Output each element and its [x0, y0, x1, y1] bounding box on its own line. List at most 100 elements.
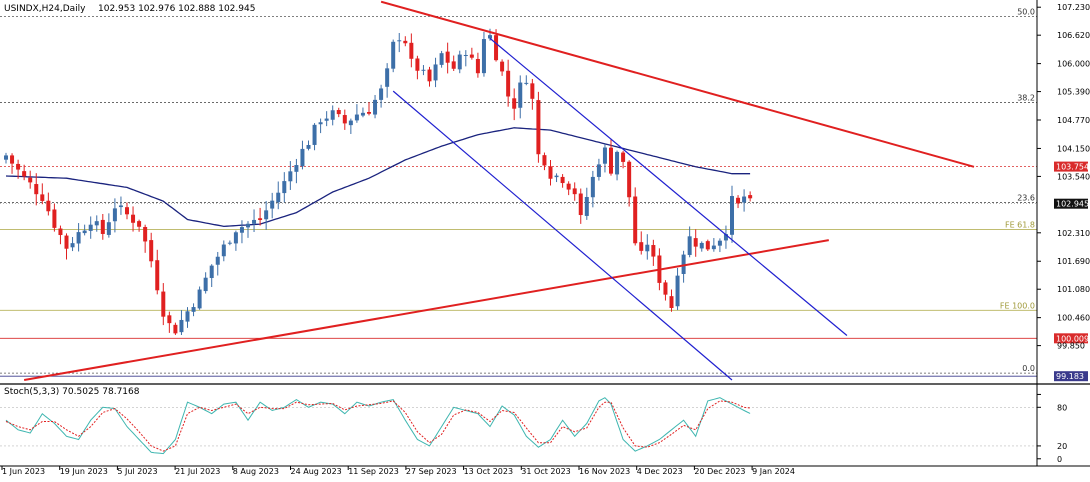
time-tick-label: 11 Sep 2023	[348, 467, 399, 476]
candle-body	[663, 282, 668, 295]
candle-body	[385, 68, 390, 87]
candle-body	[590, 176, 595, 198]
candle-body	[457, 54, 462, 70]
candle-body	[306, 144, 311, 149]
candle-body	[197, 289, 202, 309]
price-tick-label: 106.000	[1057, 60, 1090, 69]
candle-body	[318, 122, 323, 125]
price-tick-label: 102.310	[1057, 229, 1090, 238]
candle-body	[397, 40, 402, 42]
candle-body	[282, 181, 287, 194]
candle-body	[58, 228, 63, 236]
candle-body	[360, 112, 365, 116]
candle-body	[705, 241, 710, 250]
candle-body	[137, 221, 142, 227]
candle-body	[149, 240, 154, 262]
time-tick-label: 20 Dec 2023	[694, 467, 745, 476]
level-label: 50.0	[1017, 7, 1035, 16]
candle-body	[16, 163, 21, 170]
candle-body	[730, 196, 734, 235]
candle-body	[693, 238, 698, 247]
candle-body	[542, 155, 547, 166]
candle-body	[699, 242, 704, 249]
stoch-signal-line	[5, 400, 751, 452]
candle-body	[112, 208, 117, 222]
candle-body	[687, 236, 692, 255]
candle-body	[494, 35, 499, 61]
candle-body	[518, 82, 523, 108]
candle-body	[209, 265, 214, 279]
candle-body	[10, 155, 15, 164]
candle-body	[221, 244, 226, 257]
candle-body	[633, 196, 638, 244]
price-tick-label: 100.460	[1057, 314, 1090, 323]
candle-body	[433, 64, 438, 81]
candle-body	[294, 165, 299, 172]
candle-body	[506, 70, 511, 97]
candle-body	[258, 218, 263, 220]
candle-body	[615, 151, 620, 175]
candle-body	[488, 35, 492, 39]
time-tick-label: 8 Aug 2023	[233, 467, 279, 476]
candle-body	[391, 41, 396, 69]
candle-body	[475, 58, 480, 74]
time-tick-label: 31 Oct 2023	[521, 467, 570, 476]
price-tick-label: 107.230	[1057, 3, 1090, 12]
candle-body	[596, 164, 601, 177]
time-tick-label: 21 Jul 2023	[175, 467, 220, 476]
trendline	[489, 37, 848, 336]
time-tick-label: 1 Jun 2023	[2, 467, 45, 476]
candle-body	[445, 51, 450, 63]
candle-body	[639, 242, 644, 251]
candle-body	[64, 235, 69, 249]
candle-body	[415, 58, 420, 71]
candle-body	[736, 197, 741, 204]
level-price-tag-label: 103.754	[1056, 163, 1089, 172]
candle-body	[330, 110, 335, 120]
candle-body	[118, 205, 123, 208]
candle-body	[300, 148, 305, 167]
candle-body	[421, 69, 426, 71]
candle-body	[584, 196, 589, 216]
candle-body	[131, 214, 136, 223]
price-tick-label: 101.080	[1057, 285, 1090, 294]
level-price-tag	[1054, 161, 1088, 172]
trendline	[380, 0, 975, 168]
stoch-tick-label: 80	[1057, 403, 1067, 412]
trendline	[23, 239, 829, 381]
candle-body	[52, 209, 57, 228]
candle-body	[609, 147, 613, 174]
price-tick-label: 103.540	[1057, 172, 1090, 181]
candle-body	[439, 53, 444, 65]
time-tick-label: 5 Jul 2023	[117, 467, 157, 476]
candle-body	[203, 277, 208, 292]
time-tick-label: 13 Oct 2023	[464, 467, 513, 476]
candle-body	[602, 147, 607, 164]
price-tick-label: 101.690	[1057, 257, 1090, 266]
candle-body	[572, 188, 577, 195]
candle-body	[82, 230, 87, 234]
time-tick-label: 19 Jun 2023	[60, 467, 108, 476]
candle-body	[70, 243, 75, 248]
candle-body	[173, 324, 178, 334]
level-price-tag	[1054, 333, 1088, 344]
candle-body	[748, 195, 753, 199]
candle-body	[681, 254, 686, 274]
candle-body	[76, 232, 81, 244]
price-tick-label: 104.150	[1057, 144, 1090, 153]
current-price-tag	[1054, 198, 1088, 209]
time-tick-label: 27 Sep 2023	[406, 467, 457, 476]
candle-body	[524, 82, 529, 84]
level-label: 0.0	[1022, 364, 1035, 373]
time-tick-label: 9 Jan 2024	[752, 467, 795, 476]
candle-body	[312, 124, 317, 145]
candle-body	[342, 115, 347, 124]
candle-body	[185, 311, 190, 322]
stoch-main-line	[5, 397, 751, 455]
level-price-tag-label: 99.183	[1056, 372, 1084, 381]
current-price-label: 102.945	[1056, 200, 1089, 209]
candle-body	[264, 210, 269, 220]
candle-body	[711, 245, 716, 250]
